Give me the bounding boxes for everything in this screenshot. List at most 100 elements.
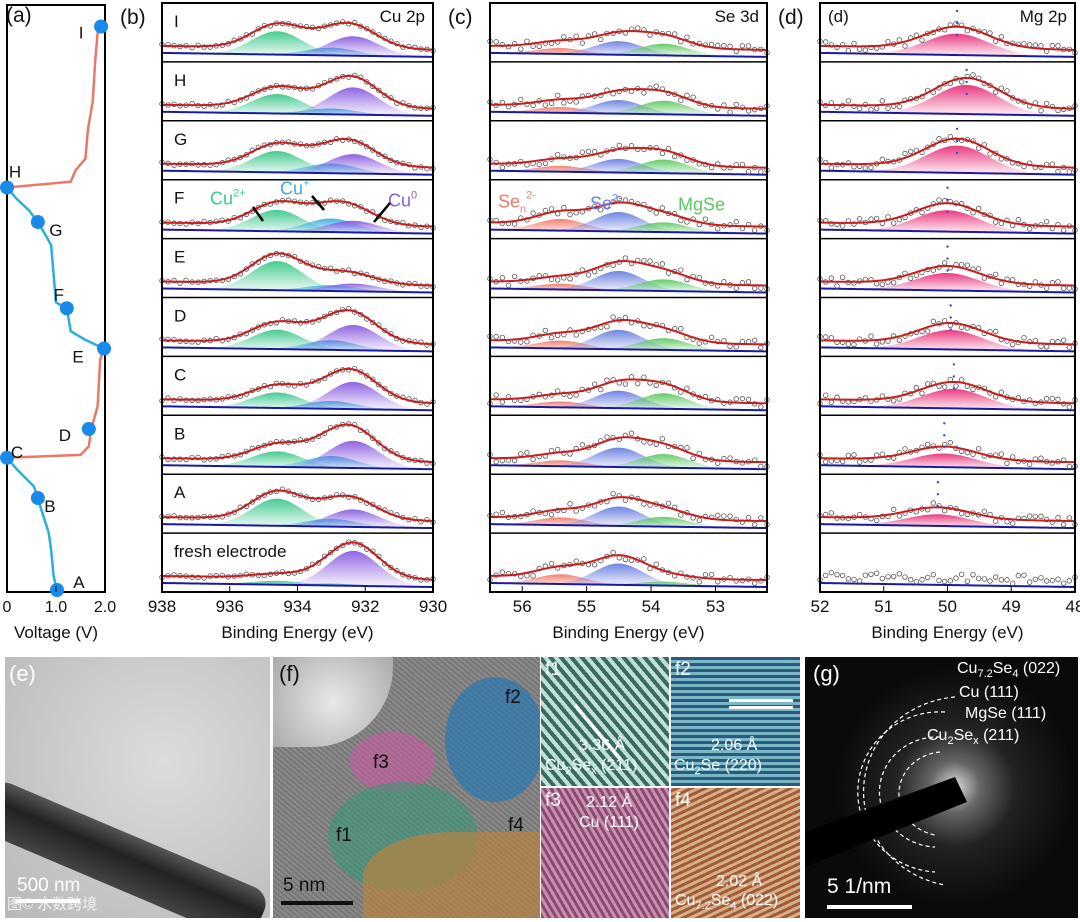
d-spacing: 2.06 Å: [711, 737, 758, 754]
data-point: [499, 164, 506, 171]
state-label-F: F: [54, 285, 64, 304]
data-point: [604, 323, 610, 330]
data-point: [1055, 515, 1061, 521]
component-peak-Se2-: [490, 270, 767, 293]
fft-f2: f2 2.06 Å Cu2Se (220): [671, 657, 800, 786]
data-point: [573, 209, 579, 216]
spectrum-row-d-1: [817, 68, 1078, 122]
data-point: [1032, 513, 1039, 520]
label-se2: Se2-: [590, 193, 622, 214]
fit-envelope: [161, 74, 434, 110]
data-point: [868, 44, 874, 51]
scale-bar: [281, 901, 353, 905]
data-point: [493, 459, 499, 465]
data-point: [828, 221, 835, 227]
component-peak-Cu2+: [162, 94, 433, 116]
beam-stop: [805, 777, 967, 867]
data-point: [370, 83, 376, 89]
plot-frame-c: [489, 2, 768, 593]
data-point: [970, 386, 976, 393]
data-point: [678, 512, 684, 518]
data-point: [530, 102, 536, 109]
panel-label-g: (g): [813, 661, 840, 686]
tag-f3: f3: [545, 790, 561, 811]
data-point: [856, 459, 863, 465]
data-point: [981, 576, 988, 582]
data-point: [936, 197, 942, 203]
data-point: [505, 282, 512, 289]
region-label-f4: f4: [508, 815, 524, 836]
data-point: [873, 570, 880, 576]
spectrum-row-b-0: [159, 19, 436, 63]
component-peak-Cu0: [162, 440, 433, 470]
data-point: [919, 390, 925, 396]
data-point: [992, 574, 999, 580]
data-point: [975, 575, 982, 582]
data-point: [530, 573, 536, 579]
row-label: C: [174, 365, 186, 384]
data-point: [919, 209, 925, 216]
data-point: [641, 501, 647, 507]
data-point: [696, 579, 702, 585]
state-marker-C: [0, 450, 14, 465]
data-point: [845, 452, 852, 459]
tem-image-e: 500 nm 图© 水数跨境 (e): [5, 657, 270, 918]
data-point: [524, 339, 530, 345]
phase: Cu7.2Se4 (022): [675, 892, 779, 913]
data-point: [1038, 107, 1044, 114]
row-label: F: [174, 189, 184, 208]
data-point: [684, 34, 690, 40]
data-point: [839, 223, 846, 229]
data-point: [708, 334, 715, 341]
data-point: [518, 339, 524, 345]
peak-center-dot: [949, 304, 952, 307]
data-point: [1049, 395, 1056, 402]
spectrum-row-d-0: [817, 9, 1078, 63]
label-cu2plus: Cu2+: [210, 188, 246, 209]
data-point: [708, 41, 715, 48]
data-point: [641, 374, 647, 380]
data-point: [902, 574, 908, 580]
charge-curve: [6, 25, 103, 189]
component-peak-Cu0: [162, 283, 433, 293]
data-point: [822, 392, 829, 398]
data-point: [902, 43, 908, 49]
data-point: [542, 160, 549, 167]
data-point: [1043, 218, 1050, 225]
data-point: [930, 571, 937, 578]
spectrum-row-b-7: [159, 421, 436, 475]
data-point: [548, 511, 555, 518]
component-peak-Mg: [820, 84, 1075, 116]
data-point: [561, 204, 567, 211]
data-point: [1009, 454, 1016, 460]
data-point: [851, 576, 857, 583]
data-point: [733, 396, 739, 402]
data-point: [1038, 513, 1044, 520]
data-point: [745, 514, 752, 521]
component-peak-MgSe: [490, 279, 767, 293]
data-point: [873, 341, 880, 347]
state-marker-I: [94, 19, 109, 34]
data-point: [555, 277, 561, 283]
data-point: [715, 579, 721, 585]
data-point: [941, 508, 948, 514]
spectrum-row-c-5: [487, 314, 770, 358]
data-point: [183, 221, 189, 227]
data-point: [851, 452, 857, 458]
data-point: [873, 105, 880, 112]
data-point: [839, 274, 846, 281]
data-point: [573, 99, 579, 105]
data-point: [684, 276, 690, 283]
data-point: [542, 102, 549, 108]
fft-f1: f1 3.36 Å Cu2Sex (211): [541, 657, 669, 786]
data-point: [868, 571, 874, 577]
data-point: [733, 101, 739, 108]
phase: Cu (111): [579, 814, 639, 831]
data-point: [219, 572, 225, 579]
spectrum-row-d-4: [817, 245, 1078, 299]
scale-bar: [15, 899, 80, 903]
data-point: [579, 442, 586, 448]
label-cu0: Cu0: [388, 190, 417, 211]
data-point: [885, 38, 891, 45]
